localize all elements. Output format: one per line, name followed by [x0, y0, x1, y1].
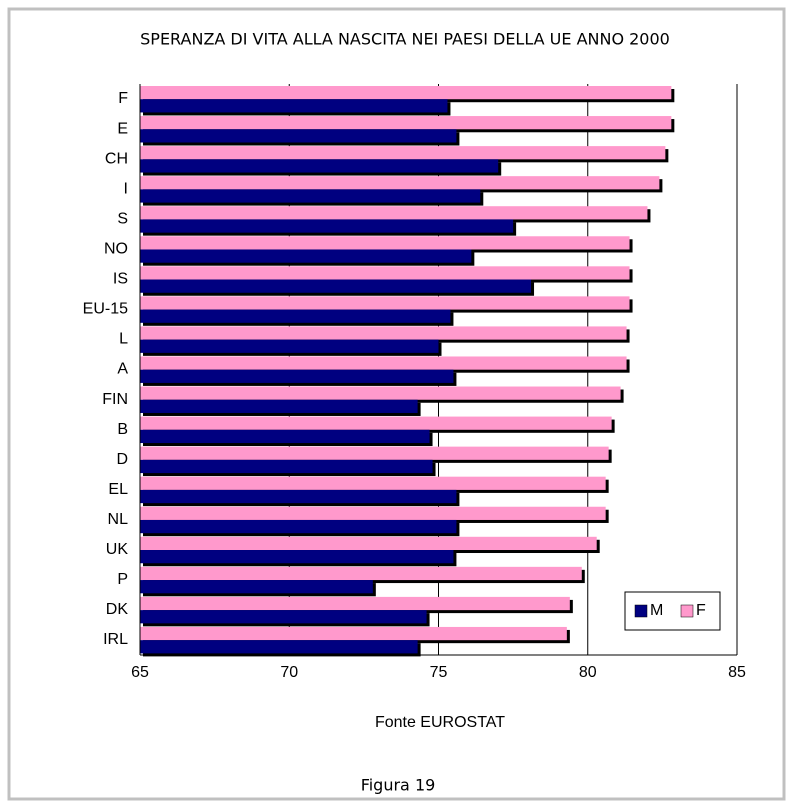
y-tick-label: B [117, 421, 128, 438]
bar [140, 476, 606, 490]
y-tick-label: FIN [102, 391, 128, 408]
bar [140, 236, 630, 250]
bar [140, 279, 532, 293]
y-tick-label: EL [108, 481, 128, 498]
bar [140, 626, 567, 641]
bar [140, 296, 630, 310]
bar [140, 489, 457, 504]
bar [140, 369, 454, 383]
y-tick-label: UK [106, 541, 129, 558]
bar [140, 116, 672, 130]
x-tick-label: 70 [280, 664, 298, 681]
y-tick-label: S [117, 210, 128, 227]
bar [140, 580, 373, 594]
bar [140, 536, 597, 551]
bar [140, 640, 418, 654]
bar [140, 550, 454, 564]
y-tick-label: DK [106, 601, 129, 618]
y-tick-label: I [124, 180, 128, 197]
bar [140, 266, 630, 280]
bar [140, 416, 612, 430]
y-tick-label: IRL [103, 631, 128, 648]
x-axis-label: Fonte EUROSTAT [375, 714, 505, 731]
bar [140, 146, 666, 160]
bar [140, 506, 606, 520]
bar [140, 189, 481, 203]
bar [140, 459, 433, 474]
y-tick-label: F [118, 90, 128, 107]
bar [140, 566, 582, 581]
chart-title: SPERANZA DI VITA ALLA NASCITA NEI PAESI … [140, 30, 670, 49]
bar [140, 159, 499, 173]
bar [140, 219, 514, 233]
y-tick-label: IS [113, 271, 128, 288]
x-tick-label: 65 [131, 664, 149, 681]
y-tick-label: L [119, 331, 128, 348]
y-tick-label: NL [108, 511, 129, 528]
legend-swatch [634, 604, 648, 618]
legend-label: F [696, 602, 706, 619]
bar [140, 519, 457, 534]
bar [140, 176, 660, 190]
bar [140, 309, 451, 323]
x-tick-label: 75 [430, 664, 448, 681]
bar [140, 86, 672, 100]
x-tick-label: 85 [728, 664, 746, 681]
y-tick-label: E [117, 120, 128, 137]
y-tick-label: NO [104, 241, 128, 258]
legend-swatch [680, 604, 694, 618]
y-tick-label: P [117, 571, 128, 588]
bar [140, 446, 609, 460]
legend-label: M [650, 602, 663, 619]
bar [140, 99, 448, 113]
bar [140, 596, 570, 611]
bar [140, 326, 627, 340]
y-tick-label: D [116, 451, 128, 468]
bar [140, 356, 627, 370]
y-tick-label: A [117, 361, 128, 378]
bar [140, 610, 427, 624]
bar [140, 129, 457, 143]
bar [140, 399, 418, 413]
y-tick-label: EU-15 [83, 301, 128, 318]
y-tick-label: CH [105, 150, 128, 167]
x-tick-label: 80 [579, 664, 597, 681]
caption: Figura 19 [361, 776, 436, 795]
bar [140, 206, 648, 220]
bar [140, 429, 430, 444]
bar [140, 339, 439, 353]
bar [140, 386, 621, 400]
bar [140, 249, 472, 263]
